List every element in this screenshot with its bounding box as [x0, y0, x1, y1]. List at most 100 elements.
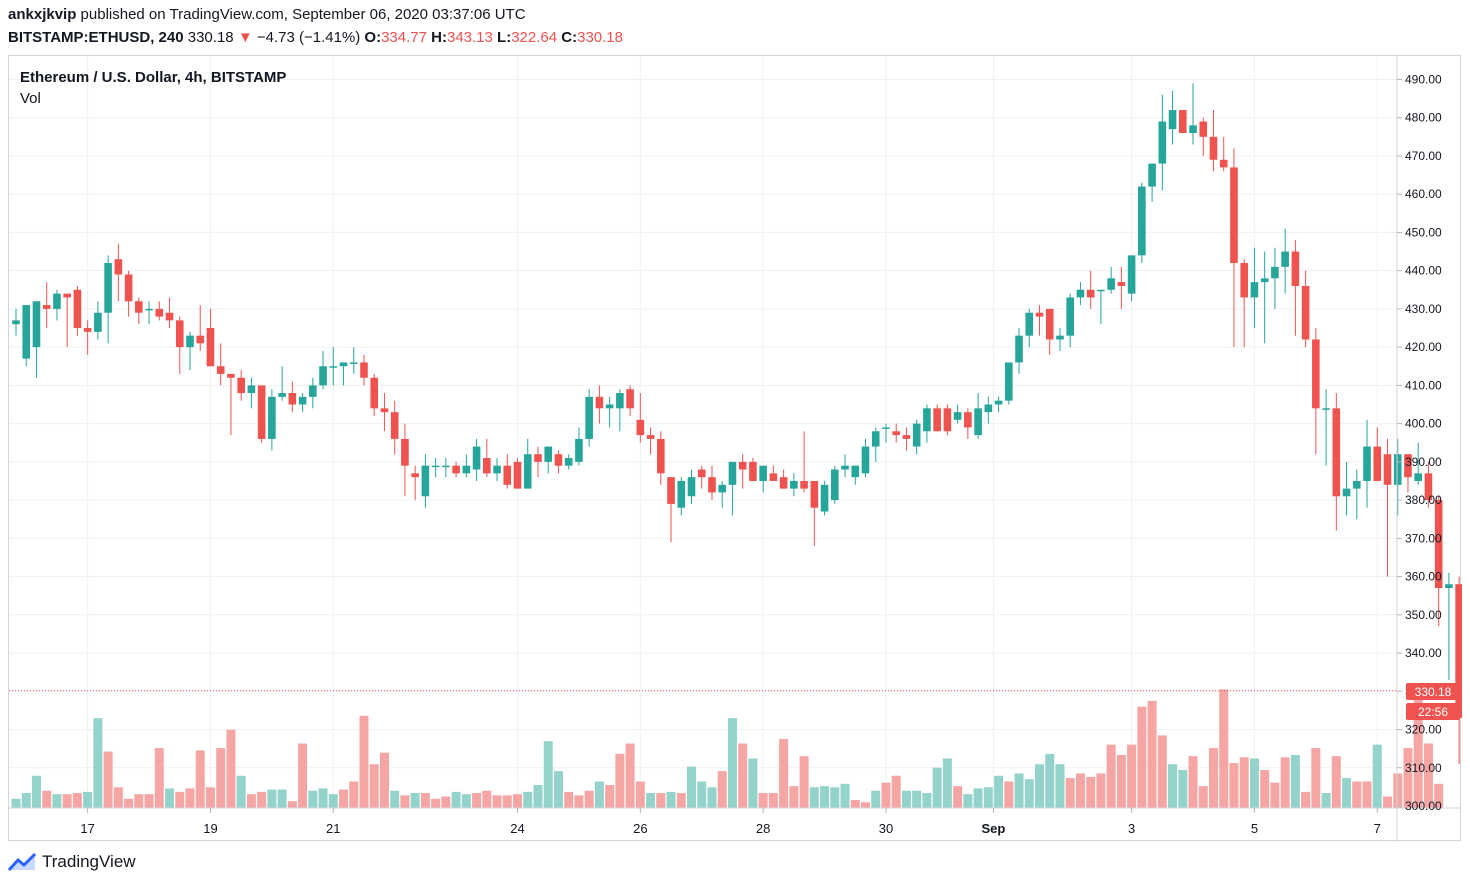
candle	[1189, 83, 1197, 145]
volume-bar	[1065, 778, 1075, 808]
candle	[626, 385, 634, 416]
candle	[575, 427, 583, 466]
volume-bar	[1382, 796, 1392, 808]
candle	[329, 347, 338, 386]
countdown-label: 22:56	[1406, 703, 1460, 720]
volume-bar	[676, 793, 686, 808]
y-tick-label: 490.00	[1405, 72, 1442, 86]
volume-bar	[871, 790, 881, 808]
y-tick-label: 360.00	[1405, 570, 1442, 584]
candle	[247, 377, 256, 409]
candle	[1004, 362, 1013, 405]
candle	[687, 469, 696, 504]
volume-bar	[584, 790, 594, 808]
candle	[513, 458, 522, 489]
candle	[1025, 308, 1034, 348]
volume-bar	[359, 715, 369, 808]
volume-bar	[574, 795, 584, 808]
candle	[1301, 270, 1310, 348]
volume-bar	[113, 787, 123, 808]
y-tick-label: 450.00	[1405, 225, 1442, 239]
y-tick-label: 380.00	[1405, 493, 1442, 507]
candle	[605, 396, 614, 428]
x-tick-label: 7	[1374, 821, 1381, 836]
volume-bar	[1147, 700, 1157, 808]
volume-bar	[410, 793, 420, 808]
open-value: 334.77	[381, 29, 427, 46]
candle	[646, 427, 655, 455]
candlestick-chart[interactable]: 490.00 480.00 470.00 460.00 450.00 440.00 430.…	[9, 56, 1462, 842]
candle	[923, 404, 931, 443]
x-tick-label: 26	[633, 821, 647, 836]
volume-bar	[553, 771, 563, 808]
volume-bar	[62, 794, 72, 808]
candle	[1158, 94, 1167, 191]
countdown-tag: 22:56	[1418, 705, 1448, 719]
volume-bar	[349, 781, 359, 808]
publisher-name[interactable]: ankxjkvip	[8, 6, 77, 23]
candle	[820, 480, 829, 516]
candle	[1404, 454, 1412, 493]
candle	[124, 270, 133, 317]
candle	[380, 393, 389, 432]
volume-bar	[246, 794, 256, 808]
volume-bar	[912, 790, 922, 808]
volume-bar	[369, 764, 379, 808]
volume-bar	[717, 771, 727, 808]
close-label: C:	[561, 29, 578, 46]
candle	[227, 373, 235, 436]
symbol: BITSTAMP:ETHUSD, 240	[8, 29, 184, 46]
x-tick-label: 21	[326, 821, 340, 836]
candle	[104, 255, 112, 344]
volume-bar	[615, 753, 625, 808]
candle	[145, 301, 153, 325]
candle	[1045, 308, 1054, 355]
candle	[1076, 282, 1085, 306]
volume-bar	[502, 795, 512, 808]
y-tick-label: 340.00	[1405, 646, 1442, 660]
candle	[1352, 469, 1361, 520]
candle	[472, 438, 481, 481]
chart-container[interactable]: 490.00 480.00 470.00 460.00 450.00 440.00 430.…	[8, 55, 1462, 842]
volume-bar	[154, 748, 164, 808]
volume-bar	[103, 751, 113, 808]
volume-bar	[666, 791, 676, 808]
candle	[22, 305, 31, 367]
price-axis: 490.00 480.00 470.00 460.00 450.00 440.00 430.…	[1397, 72, 1442, 813]
candle	[1373, 427, 1382, 481]
x-tick-label: 30	[879, 821, 893, 836]
candle	[1455, 576, 1462, 764]
candle	[1138, 182, 1146, 264]
candle	[1250, 247, 1259, 329]
candle	[135, 297, 143, 325]
volume-bar	[124, 798, 134, 808]
open-label: O:	[364, 29, 382, 46]
volume-bar	[441, 796, 451, 808]
volume-bar	[1014, 773, 1024, 808]
volume-bar	[144, 794, 154, 808]
volume-bar	[901, 790, 911, 808]
candle	[1066, 293, 1075, 348]
candle	[1230, 148, 1238, 348]
volume-bar	[21, 793, 31, 808]
candle	[1271, 247, 1279, 309]
y-tick-label: 420.00	[1405, 340, 1442, 354]
volume-bar	[83, 791, 93, 808]
volume-bar	[308, 790, 318, 808]
candle	[493, 458, 501, 481]
candle	[769, 465, 778, 481]
candle	[298, 393, 307, 413]
candle	[1260, 251, 1269, 344]
candle	[186, 331, 194, 371]
volume-bar	[216, 748, 226, 808]
volume-bar	[1249, 758, 1259, 808]
volume-bar	[789, 786, 799, 808]
candle	[1291, 240, 1300, 336]
candle	[1322, 389, 1330, 466]
candle	[1168, 90, 1177, 145]
tradingview-brand: TradingView	[42, 852, 136, 871]
candle	[564, 454, 573, 470]
volume-bar	[390, 790, 400, 808]
tradingview-logo[interactable]: TradingView	[8, 852, 136, 872]
candle	[175, 316, 184, 374]
